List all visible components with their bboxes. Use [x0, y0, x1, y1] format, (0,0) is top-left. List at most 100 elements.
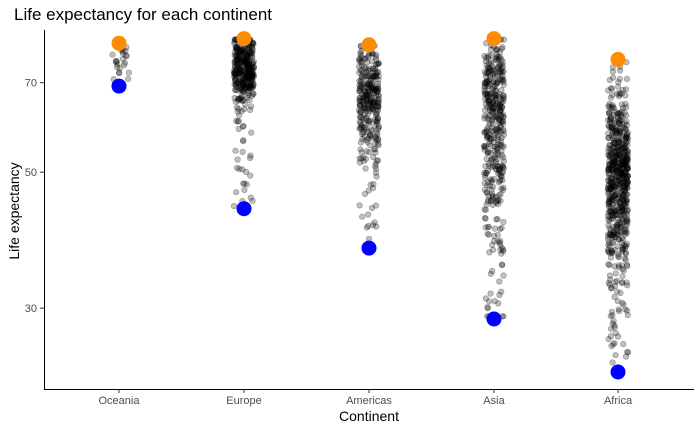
jitter-point	[244, 63, 251, 70]
jitter-point	[374, 115, 382, 122]
jitter-point	[244, 60, 251, 67]
jitter-point	[232, 77, 239, 84]
jitter-point	[365, 66, 372, 74]
jitter-point	[366, 149, 373, 156]
jitter-point	[364, 72, 371, 79]
jitter-point	[364, 129, 372, 136]
jitter-point	[363, 98, 371, 105]
jitter-point	[242, 84, 249, 91]
jitter-point	[244, 85, 252, 92]
jitter-point	[490, 175, 498, 183]
jitter-point	[372, 72, 379, 80]
jitter-point	[482, 106, 489, 114]
jitter-point	[365, 68, 372, 75]
jitter-point	[365, 117, 372, 124]
jitter-point	[240, 51, 247, 58]
jitter-point	[250, 58, 257, 65]
jitter-point	[500, 131, 508, 138]
jitter-point	[237, 85, 244, 92]
jitter-point	[232, 87, 239, 94]
jitter-point	[236, 95, 243, 102]
jitter-point	[489, 100, 497, 108]
max-point-africa	[610, 51, 626, 67]
jitter-point	[483, 61, 490, 69]
jitter-point	[374, 107, 381, 114]
jitter-point	[240, 55, 247, 62]
jitter-point	[487, 73, 494, 80]
jitter-point	[370, 73, 377, 80]
jitter-point	[240, 84, 248, 91]
jitter-point	[608, 150, 615, 157]
jitter-point	[233, 44, 240, 51]
jitter-point	[359, 129, 366, 136]
jitter-point	[248, 129, 255, 136]
jitter-point	[233, 44, 240, 51]
jitter-point	[623, 118, 630, 125]
jitter-point	[248, 49, 255, 57]
jitter-point	[231, 69, 238, 76]
jitter-point	[243, 83, 250, 90]
jitter-point	[482, 171, 489, 178]
jitter-point	[237, 63, 244, 70]
jitter-point	[358, 58, 365, 65]
jitter-point	[499, 58, 506, 66]
jitter-point	[356, 88, 363, 95]
jitter-point	[238, 91, 245, 99]
jitter-point	[498, 143, 506, 150]
jitter-point	[116, 65, 123, 72]
jitter-point	[364, 138, 371, 145]
jitter-point	[623, 261, 631, 268]
jitter-point	[234, 54, 241, 61]
jitter-point	[249, 53, 256, 60]
x-tick-label: Europe	[226, 395, 261, 407]
jitter-point	[360, 128, 368, 135]
jitter-point	[481, 80, 488, 87]
jitter-point	[496, 291, 503, 299]
jitter-point	[236, 68, 243, 75]
jitter-point	[366, 72, 373, 79]
jitter-point	[481, 186, 489, 193]
jitter-point	[241, 69, 248, 77]
jitter-point	[243, 58, 250, 65]
jitter-point	[367, 100, 374, 107]
jitter-point	[236, 55, 243, 62]
jitter-point	[367, 82, 374, 89]
jitter-point	[238, 86, 245, 93]
jitter-point	[370, 65, 377, 72]
jitter-point	[356, 55, 363, 62]
jitter-point	[358, 155, 365, 162]
jitter-point	[358, 124, 365, 131]
jitter-point	[246, 74, 253, 82]
jitter-point	[369, 86, 376, 94]
jitter-point	[247, 83, 254, 91]
jitter-point	[357, 102, 364, 109]
jitter-point	[245, 65, 252, 72]
jitter-point	[238, 79, 245, 87]
jitter-point	[499, 117, 506, 125]
jitter-point	[244, 83, 251, 90]
jitter-point	[238, 53, 245, 60]
jitter-point	[482, 95, 489, 103]
jitter-point	[360, 99, 367, 106]
jitter-point	[356, 69, 363, 76]
jitter-point	[486, 106, 493, 114]
jitter-point	[236, 69, 243, 76]
jitter-point	[494, 79, 502, 86]
jitter-point	[624, 348, 631, 356]
jitter-point	[358, 97, 365, 104]
jitter-point	[494, 216, 501, 223]
jitter-point	[362, 94, 370, 101]
jitter-point	[250, 66, 257, 73]
jitter-point	[496, 101, 503, 109]
jitter-point	[243, 61, 250, 68]
jitter-point	[375, 92, 383, 99]
jitter-point	[249, 72, 256, 80]
jitter-point	[363, 91, 370, 98]
jitter-point	[500, 184, 507, 191]
jitter-point	[613, 288, 621, 295]
jitter-point	[356, 97, 363, 104]
jitter-point	[375, 95, 382, 102]
jitter-point	[239, 81, 247, 88]
jitter-point	[614, 333, 622, 340]
jitter-point	[234, 45, 241, 52]
